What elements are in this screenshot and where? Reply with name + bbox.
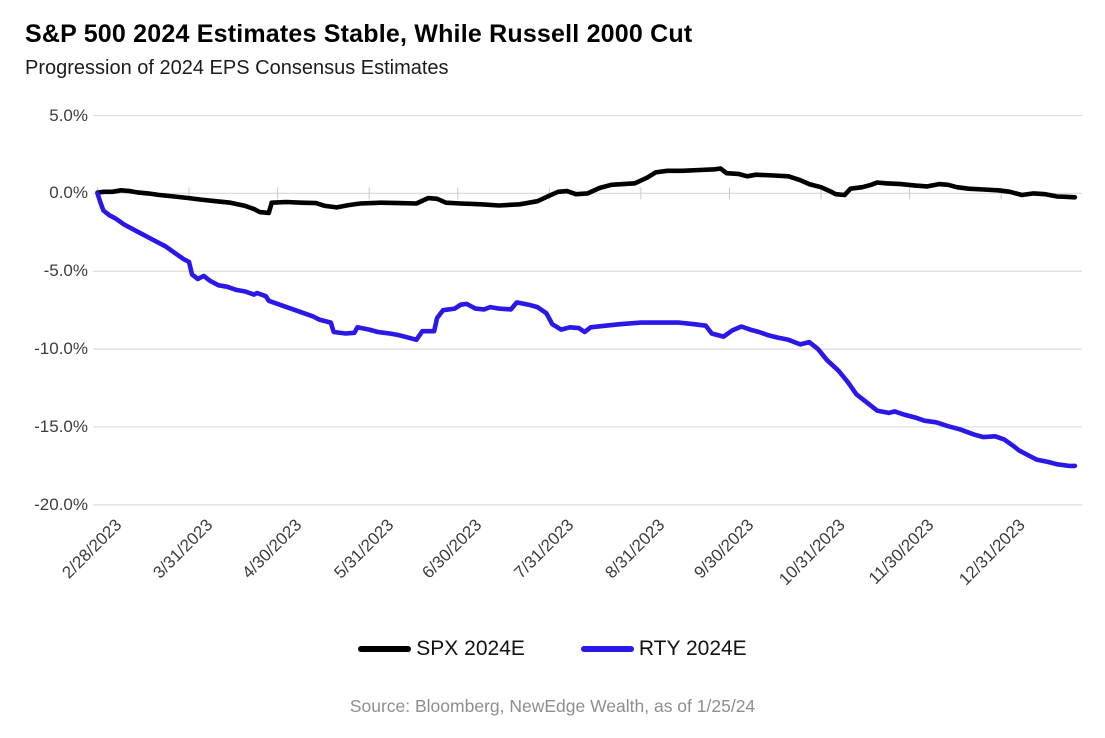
spx-line (95, 166, 1078, 216)
legend-label-rty: RTY 2024E (638, 637, 747, 660)
legend-item-rty: RTY 2024E (580, 637, 747, 661)
y-tick-label: -5.0% (43, 261, 88, 281)
y-tick-label: -20.0% (34, 494, 88, 514)
chart-title: S&P 500 2024 Estimates Stable, While Rus… (25, 20, 693, 48)
spx-line-swatch (358, 646, 412, 652)
chart-legend: SPX 2024E RTY 2024E (0, 637, 1105, 661)
y-tick-label: 0.0% (49, 183, 88, 203)
y-tick-label: -10.0% (34, 339, 88, 359)
chart-subtitle: Progression of 2024 EPS Consensus Estima… (25, 57, 449, 79)
rty-line-swatch (580, 646, 634, 652)
y-tick-label: -15.0% (34, 416, 88, 436)
rty-line (95, 191, 1078, 469)
y-tick-label: 5.0% (49, 105, 88, 125)
legend-label-spx: SPX 2024E (416, 637, 525, 660)
legend-item-spx: SPX 2024E (358, 637, 525, 661)
source-note: Source: Bloomberg, NewEdge Wealth, as of… (349, 696, 756, 716)
